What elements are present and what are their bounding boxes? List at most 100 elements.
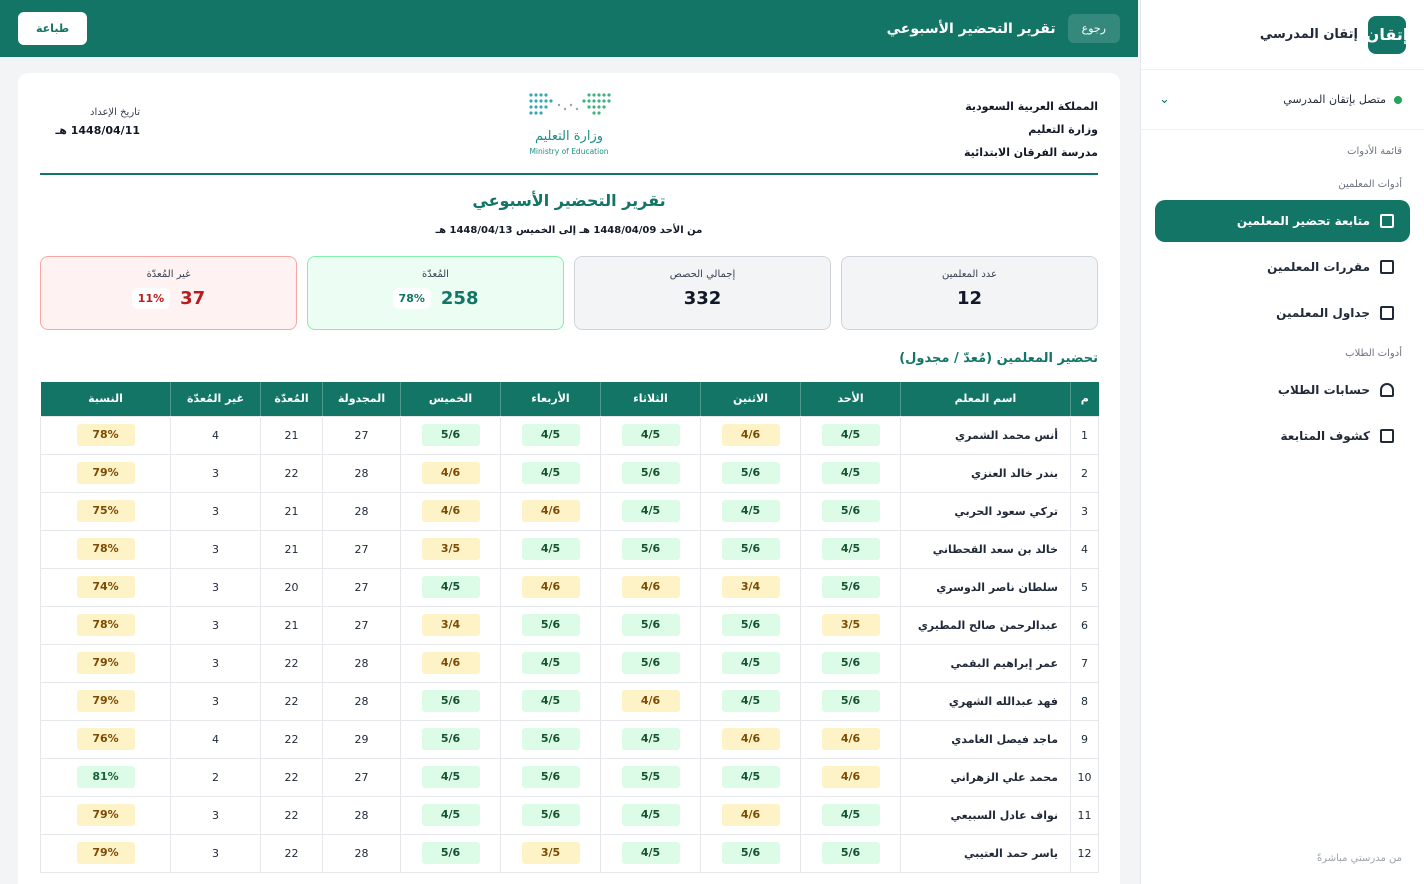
section-title-student-tools: أدوات الطلاب	[1345, 348, 1402, 359]
day-value-chip: 4/5	[521, 538, 580, 560]
stat-value: 37	[180, 288, 206, 309]
day-value-chip: 5/6	[821, 576, 880, 598]
day-value-cell: 5/6	[700, 529, 801, 569]
day-value-cell: 4/5	[700, 757, 801, 797]
day-value-chip: 4/6	[721, 424, 780, 446]
table-row: 6 عبدالرحمن صالح المطيري 3/5 5/6 5/6 5/6 3/4 27…	[40, 605, 1099, 645]
day-value-chip: 4/5	[821, 538, 880, 560]
day-value-chip: 5/6	[621, 538, 680, 560]
unprepared-count: 3	[170, 491, 261, 531]
day-value-chip: 4/5	[521, 424, 580, 446]
table-row: 5 سلطان ناصر الدوسري 5/6 3/4 4/6 4/6 4/5 27 20 3 7…	[40, 567, 1099, 607]
day-value-cell: 4/6	[800, 719, 901, 759]
day-value-chip: 4/5	[621, 500, 680, 522]
sidebar-footer: من مدرستي مباشرةً	[1316, 853, 1402, 864]
unprepared-count: 3	[170, 795, 261, 835]
teacher-name: عبدالرحمن صالح المطيري	[900, 605, 1071, 645]
day-value-cell: 4/5	[700, 681, 801, 721]
table-row: 10 محمد علي الزهراني 4/6 4/5 5/5 5/6 4/5 27 22 2 8…	[40, 757, 1099, 797]
ratio-cell: 78%	[40, 605, 171, 645]
connection-status[interactable]: متصل بإتقان المدرسي ⌄	[1141, 70, 1424, 130]
day-value-chip: 5/6	[721, 614, 780, 636]
day-value-chip: 4/5	[521, 690, 580, 712]
teacher-name: فهد عبدالله الشهري	[900, 681, 1071, 721]
print-button[interactable]: طباعة	[18, 12, 88, 45]
day-value-cell: 4/5	[500, 643, 601, 683]
scheduled-count: 27	[322, 567, 401, 607]
stat-label: عدد المعلمين	[942, 269, 997, 280]
stat-unprepared: غير المُعدّة 37 11%	[40, 256, 297, 330]
graduation-cap-icon	[1380, 383, 1394, 397]
day-value-chip: 4/5	[421, 576, 480, 598]
prep-table: م اسم المعلم الأحد الاثنين الثلاثاء الأر…	[40, 382, 1099, 873]
day-value-cell: 5/6	[400, 681, 501, 721]
stat-label: غير المُعدّة	[146, 269, 191, 280]
scheduled-count: 28	[322, 453, 401, 493]
report-title: تقرير التحضير الأسبوعي	[472, 191, 666, 210]
sidebar-item-teacher-schedules[interactable]: جداول المعلمين	[1155, 292, 1410, 334]
day-value-chip: 4/5	[821, 804, 880, 826]
row-number: 7	[1070, 643, 1099, 683]
day-value-cell: 4/6	[400, 453, 501, 493]
unprepared-count: 3	[170, 605, 261, 645]
sidebar-item-student-accounts[interactable]: حسابات الطلاب	[1155, 369, 1410, 411]
row-number: 12	[1070, 833, 1099, 873]
day-value-chip: 5/6	[721, 842, 780, 864]
day-value-chip: 4/5	[621, 424, 680, 446]
sidebar: إتقان إتقان المدرسي متصل بإتقان المدرسي …	[1140, 0, 1424, 884]
col-header: الاثنين	[700, 382, 801, 416]
day-value-cell: 3/4	[700, 567, 801, 607]
day-value-chip: 3/5	[821, 614, 880, 636]
chevron-down-icon[interactable]: ⌄	[1159, 92, 1170, 107]
day-value-cell: 4/6	[500, 491, 601, 531]
day-value-chip: 5/6	[521, 614, 580, 636]
table-row: 7 عمر إبراهيم البقمي 5/6 4/5 5/6 4/5 4/6 28 22 3 7…	[40, 643, 1099, 683]
day-value-chip: 4/5	[421, 804, 480, 826]
ratio-cell: 79%	[40, 453, 171, 493]
day-value-chip: 4/6	[421, 462, 480, 484]
day-value-cell: 4/5	[400, 795, 501, 835]
back-button[interactable]: رجوع	[1067, 14, 1120, 43]
teacher-name: ماجد فيصل الغامدي	[900, 719, 1071, 759]
app-logo: إتقان	[1366, 15, 1408, 54]
row-number: 5	[1070, 567, 1099, 607]
day-value-cell: 4/6	[600, 567, 701, 607]
col-header: الثلاثاء	[600, 382, 701, 416]
day-value-cell: 4/5	[600, 415, 701, 455]
sidebar-item-followup-sheets[interactable]: كشوف المتابعة	[1155, 415, 1410, 457]
app-name: إتقان المدرسي	[1259, 27, 1358, 42]
col-header: م	[1070, 382, 1099, 416]
ratio-chip: 79%	[76, 690, 135, 712]
day-value-chip: 4/6	[421, 652, 480, 674]
day-value-chip: 5/6	[821, 690, 880, 712]
stat-prepared: المُعدّة 258 78%	[307, 256, 564, 330]
day-value-cell: 5/6	[500, 605, 601, 645]
day-value-chip: 4/5	[521, 462, 580, 484]
day-value-cell: 5/6	[500, 795, 601, 835]
report-card: المملكة العربية السعودية وزارة التعليم م…	[18, 73, 1120, 884]
prepared-count: 22	[260, 643, 323, 683]
ratio-chip: 74%	[76, 576, 135, 598]
sidebar-item-teacher-prep[interactable]: متابعة تحضير المعلمين	[1155, 200, 1410, 242]
day-value-chip: 5/6	[721, 462, 780, 484]
unprepared-count: 3	[170, 529, 261, 569]
day-value-cell: 5/6	[600, 605, 701, 645]
day-value-chip: 3/5	[521, 842, 580, 864]
ratio-cell: 74%	[40, 567, 171, 607]
ratio-cell: 78%	[40, 415, 171, 455]
table-icon	[1380, 429, 1394, 443]
day-value-cell: 5/6	[400, 833, 501, 873]
sidebar-item-teacher-courses[interactable]: مقررات المعلمين	[1155, 246, 1410, 288]
day-value-cell: 5/6	[800, 567, 901, 607]
scheduled-count: 29	[322, 719, 401, 759]
day-value-chip: 4/5	[821, 462, 880, 484]
teacher-name: تركي سعود الحربي	[900, 491, 1071, 531]
prepared-count: 22	[260, 719, 323, 759]
day-value-chip: 4/5	[721, 690, 780, 712]
ratio-chip: 78%	[76, 614, 135, 636]
day-value-chip: 5/6	[521, 728, 580, 750]
day-value-chip: 5/6	[421, 424, 480, 446]
prepared-count: 21	[260, 605, 323, 645]
table-row: 1 أنس محمد الشمري 4/5 4/6 4/5 4/5 5/6 27 21 4 78%	[40, 415, 1099, 455]
day-value-cell: 4/6	[800, 757, 901, 797]
